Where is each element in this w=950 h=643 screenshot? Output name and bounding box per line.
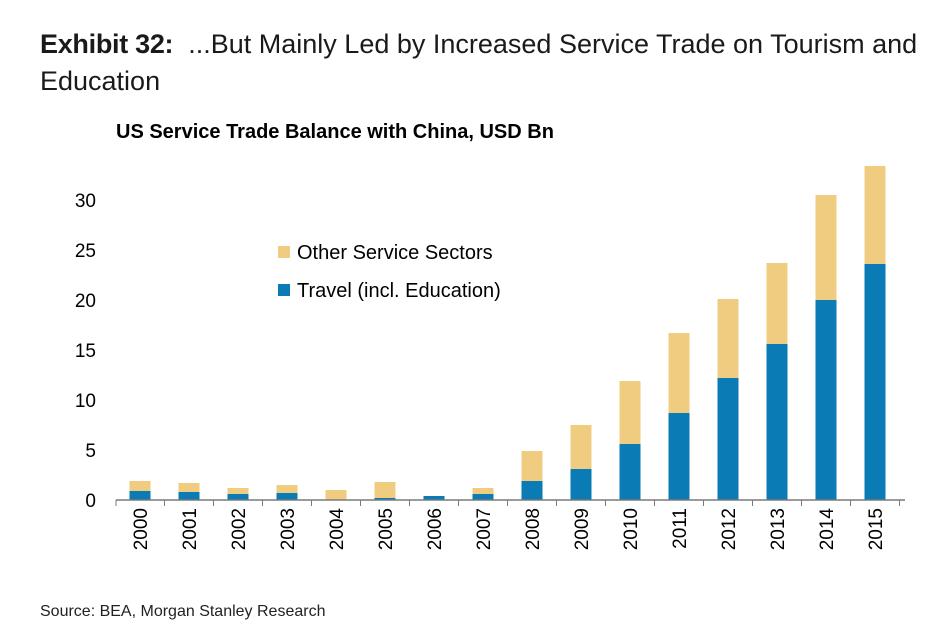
y-tick-label: 25 bbox=[75, 241, 96, 262]
x-tick-label-2010: 2010 bbox=[621, 508, 642, 550]
bar-other-2001 bbox=[178, 483, 200, 492]
exhibit-heading: Exhibit 32: ...But Mainly Led by Increas… bbox=[40, 26, 930, 100]
chart-title: US Service Trade Balance with China, USD… bbox=[116, 121, 554, 143]
bar-other-2004 bbox=[325, 490, 347, 500]
x-tick-label-2007: 2007 bbox=[474, 508, 495, 550]
x-tick-label-2001: 2001 bbox=[180, 508, 201, 550]
x-tick-label-2006: 2006 bbox=[425, 508, 446, 550]
x-tick-label-2011: 2011 bbox=[670, 508, 691, 549]
legend-swatch-other bbox=[278, 246, 290, 258]
bar-other-2005 bbox=[374, 482, 396, 498]
x-tick-label-2003: 2003 bbox=[278, 508, 299, 550]
bar-other-2012 bbox=[717, 299, 739, 378]
bar-travel-2013 bbox=[766, 344, 788, 500]
x-tick-label-2009: 2009 bbox=[572, 508, 593, 550]
bar-travel-2006 bbox=[423, 496, 445, 500]
bar-other-2003 bbox=[276, 485, 298, 493]
x-tick-label-2013: 2013 bbox=[768, 508, 789, 550]
bar-travel-2015 bbox=[864, 264, 886, 500]
bar-travel-2005 bbox=[374, 498, 396, 500]
source-note: Source: BEA, Morgan Stanley Research bbox=[40, 603, 326, 620]
x-tick-label-2012: 2012 bbox=[719, 508, 740, 550]
y-tick-label: 5 bbox=[85, 441, 96, 462]
bar-travel-2001 bbox=[178, 492, 200, 500]
bar-other-2011 bbox=[668, 333, 690, 413]
bar-other-2002 bbox=[227, 488, 249, 494]
x-tick-label-2004: 2004 bbox=[327, 508, 348, 551]
bar-other-2008 bbox=[521, 451, 543, 481]
exhibit-label: Exhibit 32: bbox=[40, 29, 174, 59]
bar-travel-2002 bbox=[227, 494, 249, 500]
x-tick-label-2015: 2015 bbox=[866, 508, 887, 550]
legend-label-other: Other Service Sectors bbox=[297, 242, 493, 264]
bar-travel-2012 bbox=[717, 378, 739, 500]
x-tick-label-2008: 2008 bbox=[523, 508, 544, 550]
x-tick-label-2000: 2000 bbox=[131, 508, 152, 550]
y-tick-label: 15 bbox=[75, 341, 96, 362]
y-tick-label: 10 bbox=[75, 391, 96, 412]
bar-other-2014 bbox=[815, 195, 837, 300]
y-tick-label: 0 bbox=[85, 491, 96, 512]
bar-other-2000 bbox=[129, 481, 151, 491]
bar-other-2007 bbox=[472, 488, 494, 494]
bar-travel-2010 bbox=[619, 444, 641, 500]
x-tick-label-2014: 2014 bbox=[817, 508, 838, 551]
x-tick-label-2005: 2005 bbox=[376, 508, 397, 550]
bar-travel-2008 bbox=[521, 481, 543, 500]
stacked-bar-chart: 0 5 10 15 20 25 30 2000 2001 2002 2003 2004 2005 2006… bbox=[75, 166, 905, 551]
bar-other-2013 bbox=[766, 263, 788, 344]
bar-other-2009 bbox=[570, 425, 592, 469]
bar-travel-2009 bbox=[570, 469, 592, 500]
bar-travel-2007 bbox=[472, 494, 494, 500]
bar-travel-2000 bbox=[129, 491, 151, 500]
y-tick-label: 20 bbox=[75, 291, 96, 312]
x-tick-label-2002: 2002 bbox=[229, 508, 250, 550]
exhibit-title-text: ...But Mainly Led by Increased Service T… bbox=[40, 29, 918, 96]
bar-travel-2014 bbox=[815, 300, 837, 500]
y-tick-label: 30 bbox=[75, 191, 96, 212]
legend-label-travel: Travel (incl. Education) bbox=[297, 280, 501, 302]
bar-travel-2011 bbox=[668, 413, 690, 500]
legend-swatch-travel bbox=[278, 284, 290, 296]
bar-other-2015 bbox=[864, 166, 886, 264]
bar-other-2010 bbox=[619, 381, 641, 444]
bar-travel-2003 bbox=[276, 493, 298, 500]
